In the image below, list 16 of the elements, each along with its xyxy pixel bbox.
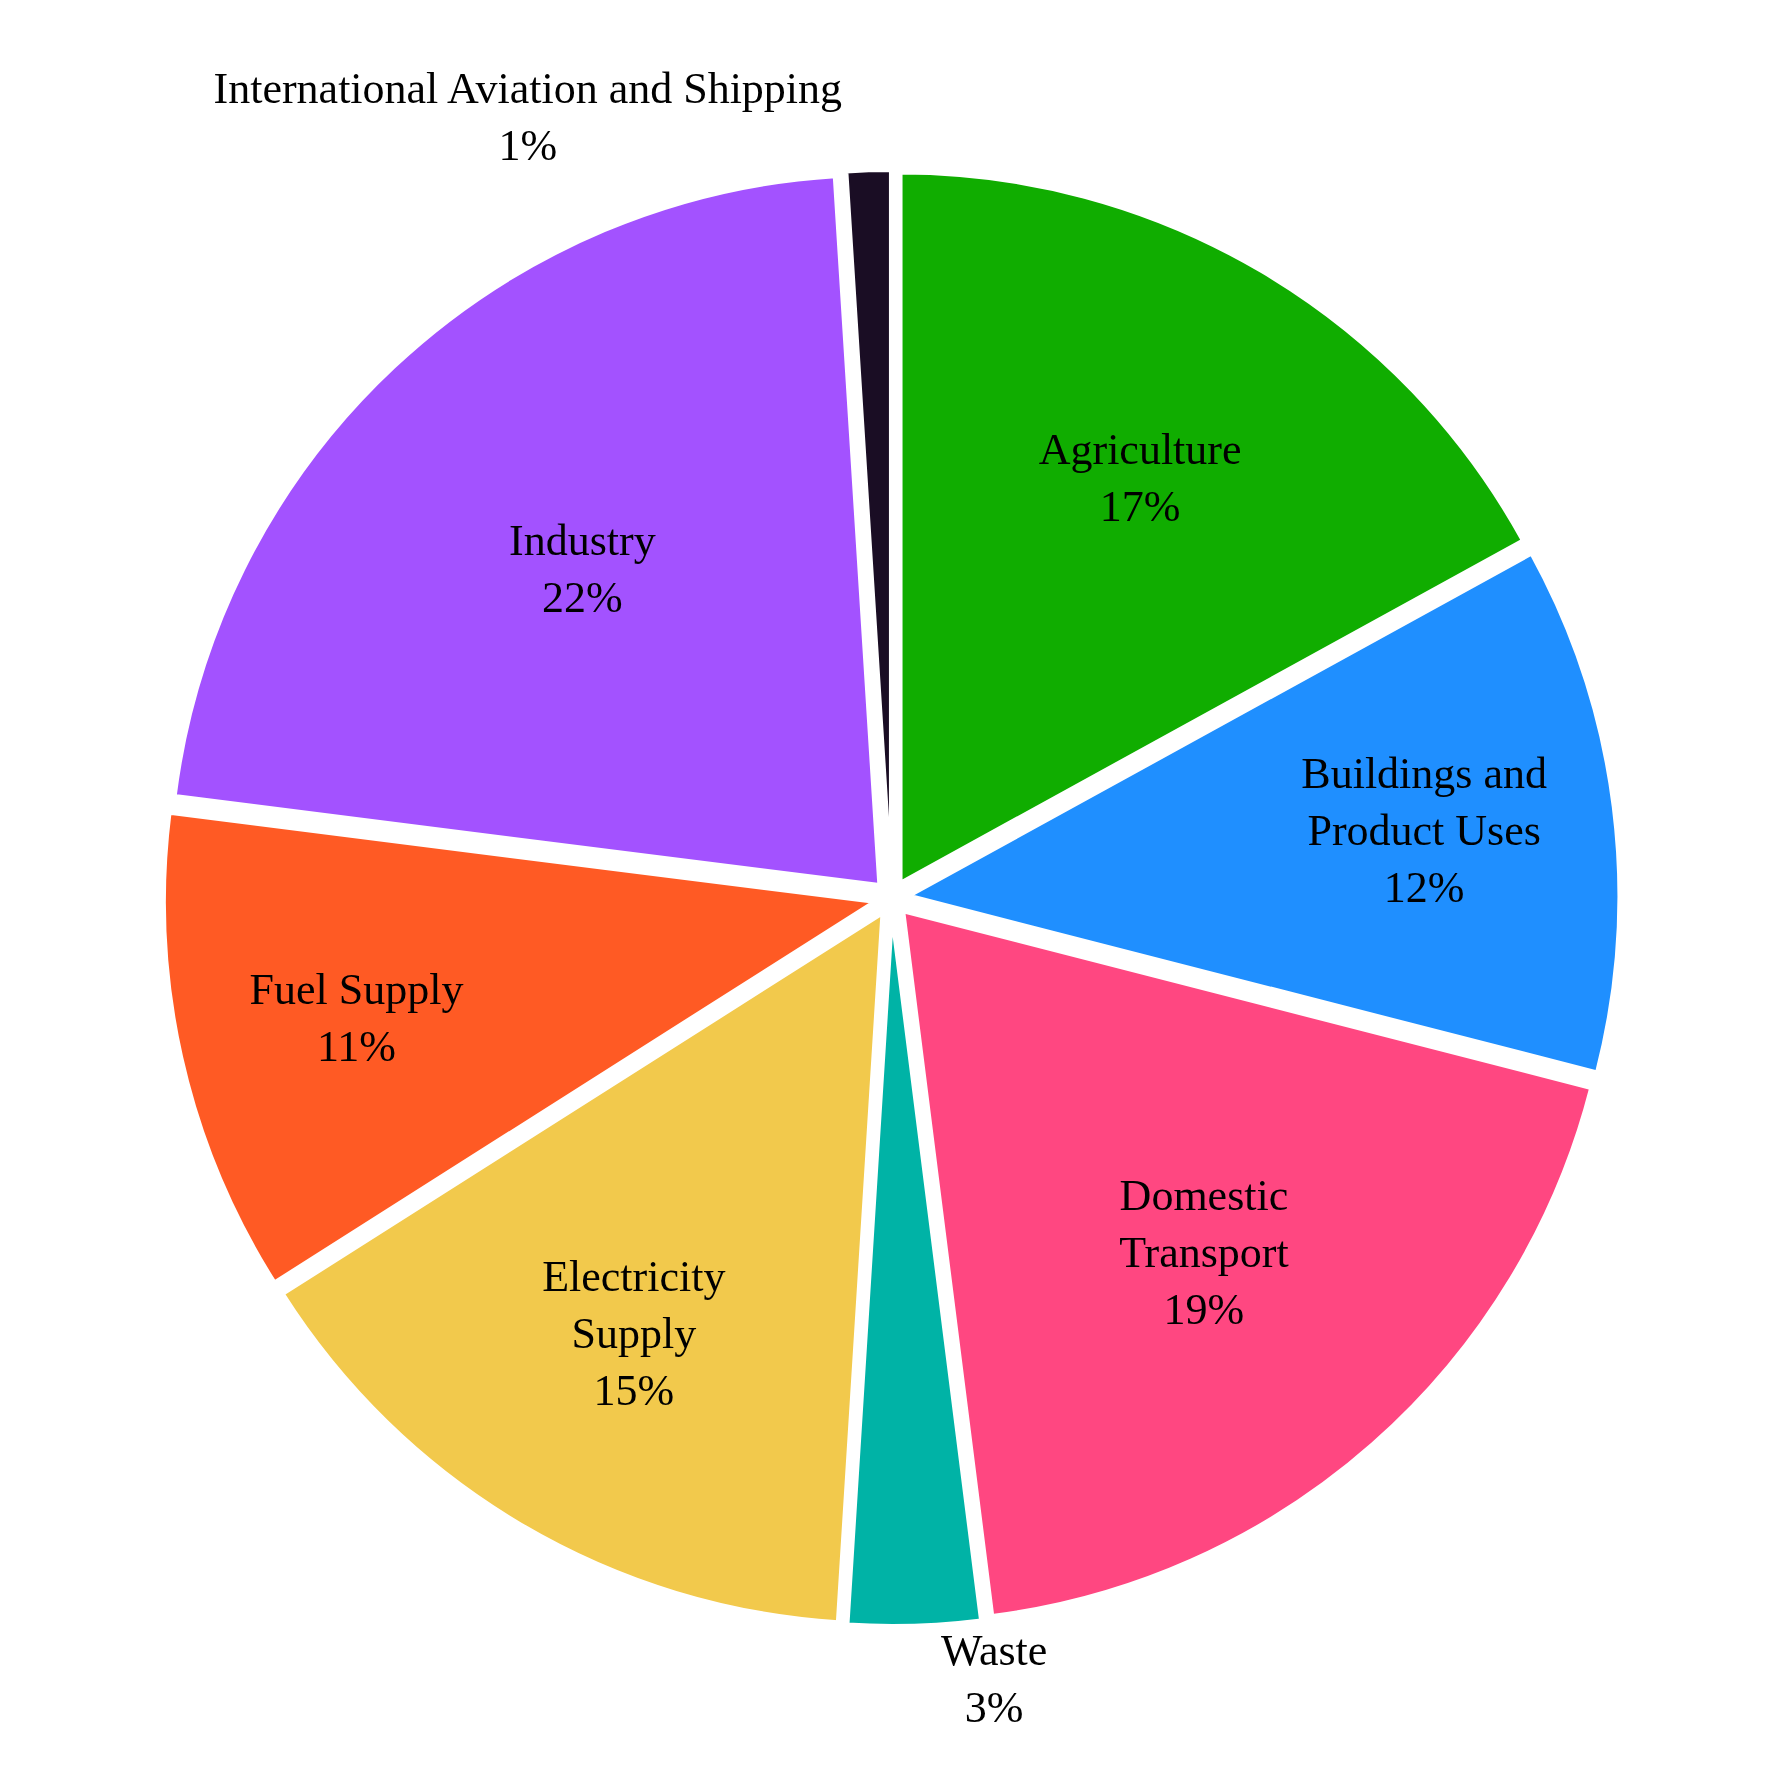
slice-label: Fuel Supply xyxy=(249,964,464,1014)
slice-label: Industry xyxy=(509,515,656,565)
data-label: 3% xyxy=(964,1682,1024,1732)
data-label: 1% xyxy=(498,121,558,171)
slice-label: International Aviation and Shipping xyxy=(213,64,843,114)
slice-label: Domestic Transport xyxy=(1119,1170,1289,1277)
slice-label: Agriculture xyxy=(1038,424,1242,474)
slice-label: Buildings and Product Uses xyxy=(1301,749,1547,856)
data-label: 12% xyxy=(1383,863,1465,913)
data-label: 15% xyxy=(593,1366,675,1416)
data-label: 11% xyxy=(316,1021,396,1071)
slice-label: Waste xyxy=(940,1625,1048,1675)
slice-label: Electricity Supply xyxy=(542,1252,726,1359)
data-label: 17% xyxy=(1099,481,1181,531)
data-label: 22% xyxy=(542,572,623,622)
data-label: 19% xyxy=(1163,1285,1245,1335)
